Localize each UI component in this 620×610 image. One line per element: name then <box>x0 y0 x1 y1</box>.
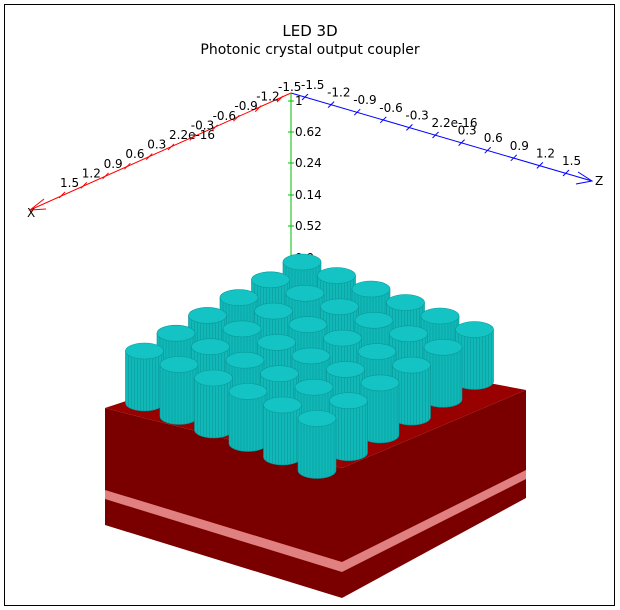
axes-group: 1.51.20.90.60.32.2e-16-0.3-0.6-0.9-1.2-1… <box>27 78 603 265</box>
z-axis-tick-mark <box>458 139 465 146</box>
z-axis-tick-label: 0.9 <box>510 139 529 153</box>
x-axis-tick-mark <box>80 182 88 189</box>
z-axis-tick-label: 1.2 <box>536 146 555 160</box>
cylinder <box>159 356 199 425</box>
cylinder <box>297 410 337 479</box>
x-axis-tick-mark <box>167 143 175 151</box>
y-axis-tick-label: 0.62 <box>295 125 322 139</box>
x-axis-tick-label: 1.2 <box>82 166 101 180</box>
x-axis-tick-label: -0.3 <box>191 118 214 132</box>
z-axis-line <box>290 92 593 182</box>
z-arrow-icon <box>575 171 594 185</box>
z-axis-name: Z <box>595 174 603 188</box>
cylinder <box>329 392 368 461</box>
substrate-stripe-left <box>105 490 342 572</box>
x-axis-tick-mark <box>189 134 197 141</box>
y-axis-tick-label: 0.14 <box>295 188 322 202</box>
z-axis-tick-mark <box>301 93 309 101</box>
cylinder <box>125 342 164 412</box>
x-axis-tick-mark <box>276 95 284 103</box>
cylinder <box>194 369 233 439</box>
z-axis-tick-label: 0.6 <box>484 131 503 145</box>
z-axis-tick-mark <box>327 101 335 108</box>
z-axis-tick-label: 2.2e-16 <box>432 116 478 130</box>
x-axis-name: X <box>27 206 35 220</box>
plot-title: LED 3D <box>282 22 338 40</box>
x-axis-tick-mark <box>145 153 153 160</box>
x-axis-tick-mark <box>211 124 218 132</box>
x-axis-line <box>29 92 292 211</box>
substrate-stripe-right <box>342 470 526 572</box>
y-axis-tick-label: 0.24 <box>295 156 322 170</box>
x-axis-tick-label: -0.6 <box>213 109 236 123</box>
x-axis-tick-label: 2.2e-16 <box>169 128 215 142</box>
cylinder <box>455 321 494 390</box>
x-axis-tick-mark <box>102 172 109 180</box>
plot-subtitle: Photonic crystal output coupler <box>200 42 420 58</box>
x-axis-tick-mark <box>254 105 262 112</box>
x-axis-tick-label: -1.5 <box>278 80 301 94</box>
cylinder <box>360 374 400 444</box>
z-axis-tick-mark <box>536 162 544 169</box>
z-axis-tick-mark <box>432 131 439 139</box>
z-axis-tick-mark <box>562 169 570 177</box>
cylinder <box>263 396 302 466</box>
z-axis-tick-mark <box>484 146 492 154</box>
x-axis-tick-mark <box>233 114 240 122</box>
cylinder <box>392 356 431 426</box>
x-axis-tick-mark <box>58 191 66 199</box>
x-axis-tick-label: 1.5 <box>60 176 79 190</box>
z-axis-tick-label: 1.5 <box>562 154 581 168</box>
z-axis-tick-label: -0.9 <box>353 93 376 107</box>
photonic-crystal-cylinders <box>125 253 494 479</box>
z-axis-tick-mark <box>510 154 518 162</box>
z-axis-tick-label: -1.5 <box>301 78 324 92</box>
x-axis-tick-label: 0.9 <box>104 157 123 171</box>
cylinder <box>423 338 463 408</box>
z-axis-tick-label: -0.6 <box>379 101 402 115</box>
y-axis-tick-label: 0.52 <box>295 219 322 233</box>
z-axis-tick-mark <box>379 116 387 124</box>
x-arrow-icon <box>28 198 47 211</box>
z-axis-tick-label: -0.3 <box>405 108 428 122</box>
z-axis-tick-mark <box>353 108 361 116</box>
x-axis-tick-label: 0.3 <box>147 138 166 152</box>
x-axis-tick-label: -0.9 <box>234 99 257 113</box>
z-axis-tick-label: 0.3 <box>458 124 477 138</box>
y-axis-tick-label: 1 <box>295 94 303 108</box>
cylinder <box>228 383 268 452</box>
x-axis-tick-label: -1.2 <box>256 90 279 104</box>
x-axis-tick-label: 0.6 <box>125 147 144 161</box>
z-axis-tick-label: -1.2 <box>327 86 350 100</box>
x-axis-tick-mark <box>124 162 131 170</box>
z-axis-tick-mark <box>406 124 413 131</box>
